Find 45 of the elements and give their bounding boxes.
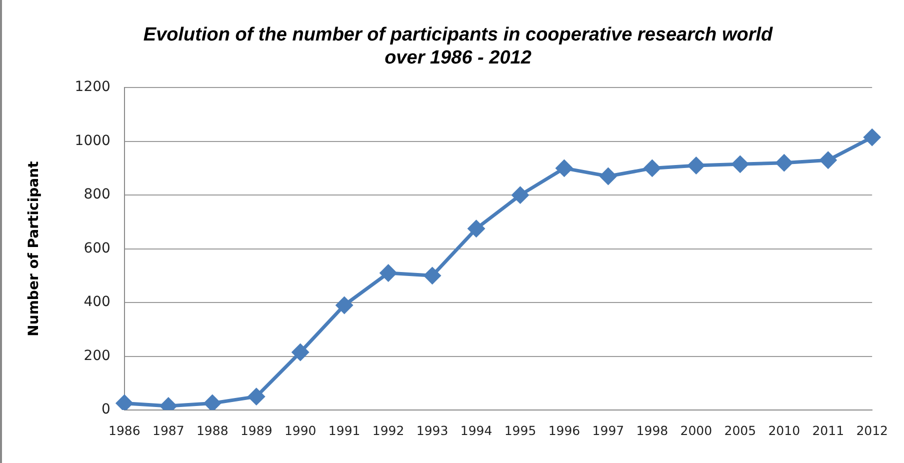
x-tick-label: 2011 <box>812 422 844 438</box>
text: Evolution of the number of participants in cooperative research world <box>143 24 773 46</box>
point <box>248 388 265 405</box>
point <box>380 264 397 282</box>
x-tick-label: 1990 <box>284 422 316 438</box>
x-tick-label: 2005 <box>724 422 756 438</box>
point <box>820 152 836 168</box>
point <box>468 220 485 237</box>
y-tick-label: 800 <box>84 186 110 203</box>
point <box>776 154 792 172</box>
point <box>732 156 748 172</box>
y-tick-label: 0 <box>102 402 110 418</box>
x-tick-label: 2000 <box>680 422 712 438</box>
x-tick-label: 2012 <box>856 422 888 438</box>
x-tick-label: 1994 <box>460 422 492 438</box>
point <box>864 129 880 146</box>
y-tick-label: 400 <box>84 294 110 310</box>
point <box>644 160 660 176</box>
text: over 1986 - 2012 <box>384 47 532 68</box>
y-tick-label: 1000 <box>74 132 110 149</box>
point <box>600 168 616 185</box>
x-tick-label: 2010 <box>768 422 800 438</box>
x-tick-label: 1991 <box>328 422 360 438</box>
y-tick-label: 600 <box>84 240 110 256</box>
y-tick-label: 200 <box>84 348 110 364</box>
point <box>336 296 353 314</box>
x-tick-label: 1993 <box>416 422 448 438</box>
x-tick-label: 1998 <box>636 422 668 438</box>
point <box>116 395 133 410</box>
x-tick-label: 1987 <box>152 422 184 438</box>
x-tick-label: 1992 <box>372 422 404 438</box>
point <box>556 160 572 176</box>
x-tick-label: 1996 <box>548 422 580 438</box>
x-tick-label: 1997 <box>592 422 624 438</box>
point <box>688 157 704 174</box>
y-axis-title: Number of Participant <box>26 160 42 336</box>
point <box>292 344 309 360</box>
point <box>512 186 528 204</box>
x-tick-label: 1995 <box>504 422 536 438</box>
point <box>424 267 441 284</box>
y-tick-label: 1200 <box>74 79 110 96</box>
x-tick-label: 1988 <box>196 422 228 438</box>
x-tick-label: 1986 <box>108 422 140 438</box>
x-tick-label: 1989 <box>240 422 272 438</box>
point <box>204 395 221 410</box>
